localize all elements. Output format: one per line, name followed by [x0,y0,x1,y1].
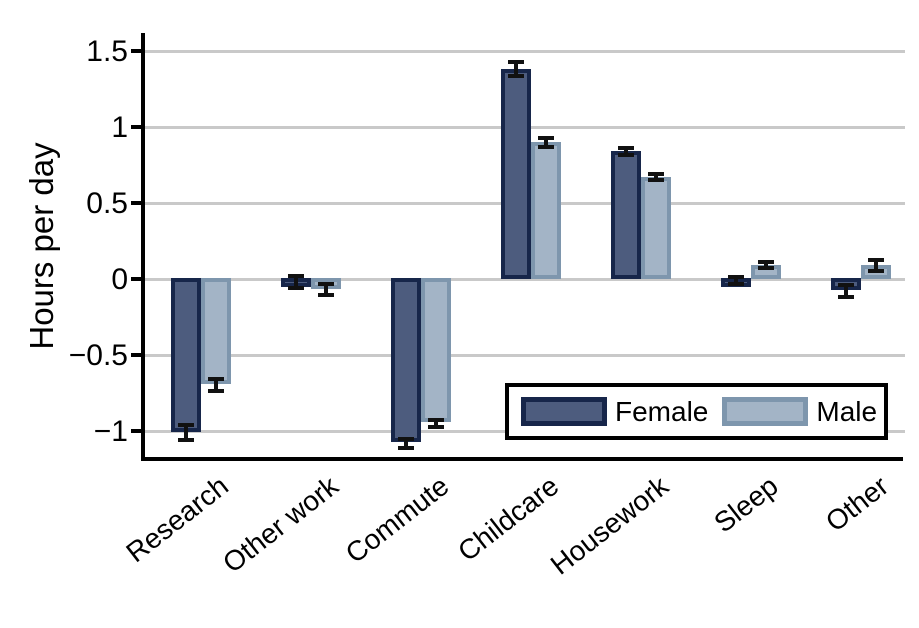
bar-female-childcare [501,69,531,279]
y-tick-−1 [131,429,145,433]
errorbar-cap-bottom-female-childcare [508,74,524,78]
x-label-other: Other [655,470,894,538]
errorbar-cap-bottom-male-sleep [758,266,774,270]
errorbar-line-female-housework [624,148,628,155]
y-tick-label-0: 0 [111,263,128,296]
errorbar-line-male-commute [434,420,438,427]
x-axis-spine [141,457,903,461]
errorbar-cap-bottom-female-other [838,295,854,299]
errorbar-line-female-childcare [514,62,518,76]
errorbar-cap-top-female-housework [618,146,634,150]
bar-female-housework [611,151,641,279]
errorbar-cap-top-female-other [838,283,854,287]
y-tick-label-0.5: 0.5 [86,187,128,220]
gridline-0 [145,278,905,281]
errorbar-cap-top-male-other [868,258,884,262]
y-tick-1 [131,125,145,129]
errorbar-cap-top-female-commute [398,437,414,441]
bar-female-research [171,278,201,432]
errorbar-cap-top-male-childcare [538,136,554,140]
errorbar-cap-bottom-male-other [868,269,884,273]
errorbar-cap-top-male-commute [428,418,444,422]
errorbar-cap-bottom-female-commute [398,446,414,450]
errorbar-line-female-sleep [734,277,738,284]
errorbar-cap-top-female-sleep [728,275,744,279]
errorbar-cap-top-female-childcare [508,60,524,64]
errorbar-cap-top-male-sleep [758,260,774,264]
bar-male-housework [641,177,671,279]
errorbar-line-male-sleep [764,262,768,268]
y-axis-title: Hours per day [23,142,60,350]
errorbar-cap-bottom-female-research [178,438,194,442]
errorbar-cap-bottom-male-housework [648,178,664,182]
errorbar-cap-bottom-male-childcare [538,145,554,149]
errorbar-cap-top-male-housework [648,172,664,176]
errorbar-cap-top-female-other-work [288,274,304,278]
y-tick-label-−1: −1 [93,415,128,448]
errorbar-cap-bottom-male-other-work [318,293,334,297]
errorbar-cap-top-male-research [208,377,224,381]
legend-label-female: Female [615,395,709,427]
errorbar-cap-bottom-female-housework [618,153,634,157]
errorbar-cap-top-male-other-work [318,282,334,286]
errorbar-line-male-research [214,379,218,391]
errorbar-line-female-other-work [294,276,298,288]
errorbar-line-male-other-work [324,284,328,295]
x-label-text-other: Other [819,470,895,538]
bar-female-commute [391,278,421,442]
y-tick-label-1: 1 [111,111,128,144]
y-tick-label-−0.5: −0.5 [68,339,128,372]
legend-label-male: Male [816,395,878,427]
errorbar-line-male-housework [654,174,658,180]
errorbar-line-male-childcare [544,138,548,147]
bar-male-commute [421,278,451,422]
errorbar-line-female-other [844,285,848,297]
legend-swatch-female [521,397,607,426]
errorbar-line-female-commute [404,439,408,448]
y-tick-label-1.5: 1.5 [86,35,128,68]
y-tick-1.5 [131,49,145,53]
errorbar-cap-bottom-female-sleep [728,282,744,286]
bar-male-childcare [531,142,561,279]
errorbar-cap-bottom-female-other-work [288,286,304,290]
y-tick-0.5 [131,201,145,205]
errorbar-cap-top-female-research [178,423,194,427]
y-axis-spine [141,33,145,461]
bar-male-research [201,278,231,384]
errorbar-cap-bottom-male-commute [428,425,444,429]
legend-swatch-male [722,397,809,426]
y-tick-−0.5 [131,353,145,357]
legend: Female Male [505,383,888,440]
errorbar-line-male-other [874,260,878,271]
errorbar-line-female-research [184,425,188,440]
gridline-1.5 [145,50,905,53]
errorbar-cap-bottom-male-research [208,389,224,393]
y-tick-0 [131,277,145,281]
gridline-−0.5 [145,354,905,357]
